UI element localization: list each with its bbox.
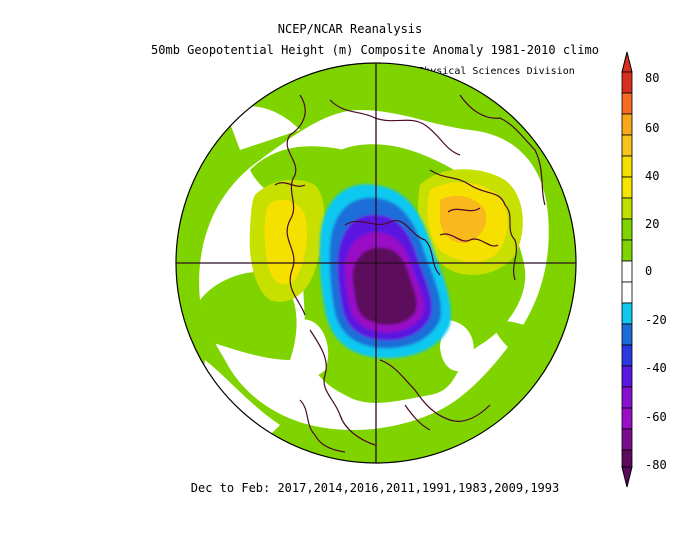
- title-line-1: NCEP/NCAR Reanalysis: [277, 22, 423, 36]
- colorbar-tick-label: -20: [645, 313, 667, 327]
- anomaly-field: [176, 63, 576, 463]
- colorbar-tick-label: -40: [645, 361, 667, 375]
- anomaly-band-below-m80: [352, 247, 417, 325]
- footer-label: Dec to Feb: 2017,2014,2016,2011,1991,198…: [190, 481, 560, 495]
- colorbar-tick-label: 0: [645, 264, 652, 278]
- colorbar-arrow-bottom: [621, 466, 633, 488]
- credit-label: NOAA/ESRL Physical Sciences Division: [358, 66, 575, 77]
- colorbar-tick-label: -80: [645, 458, 667, 472]
- colorbar-tick-label: -60: [645, 410, 667, 424]
- colorbar: 80 60 40 20 0 -20 -40 -60 -80: [621, 51, 667, 488]
- coastlines: [274, 94, 546, 453]
- anomaly-band-60-east: [440, 195, 487, 244]
- colorbar-tick-label: 80: [645, 71, 659, 85]
- colorbar-arrow-top: [621, 51, 633, 73]
- colorbar-tick-label: 60: [645, 121, 659, 135]
- colorbar-tick-label: 40: [645, 169, 659, 183]
- title-line-2: 50mb Geopotential Height (m) Composite A…: [151, 43, 599, 57]
- colorbar-tick-label: 20: [645, 217, 659, 231]
